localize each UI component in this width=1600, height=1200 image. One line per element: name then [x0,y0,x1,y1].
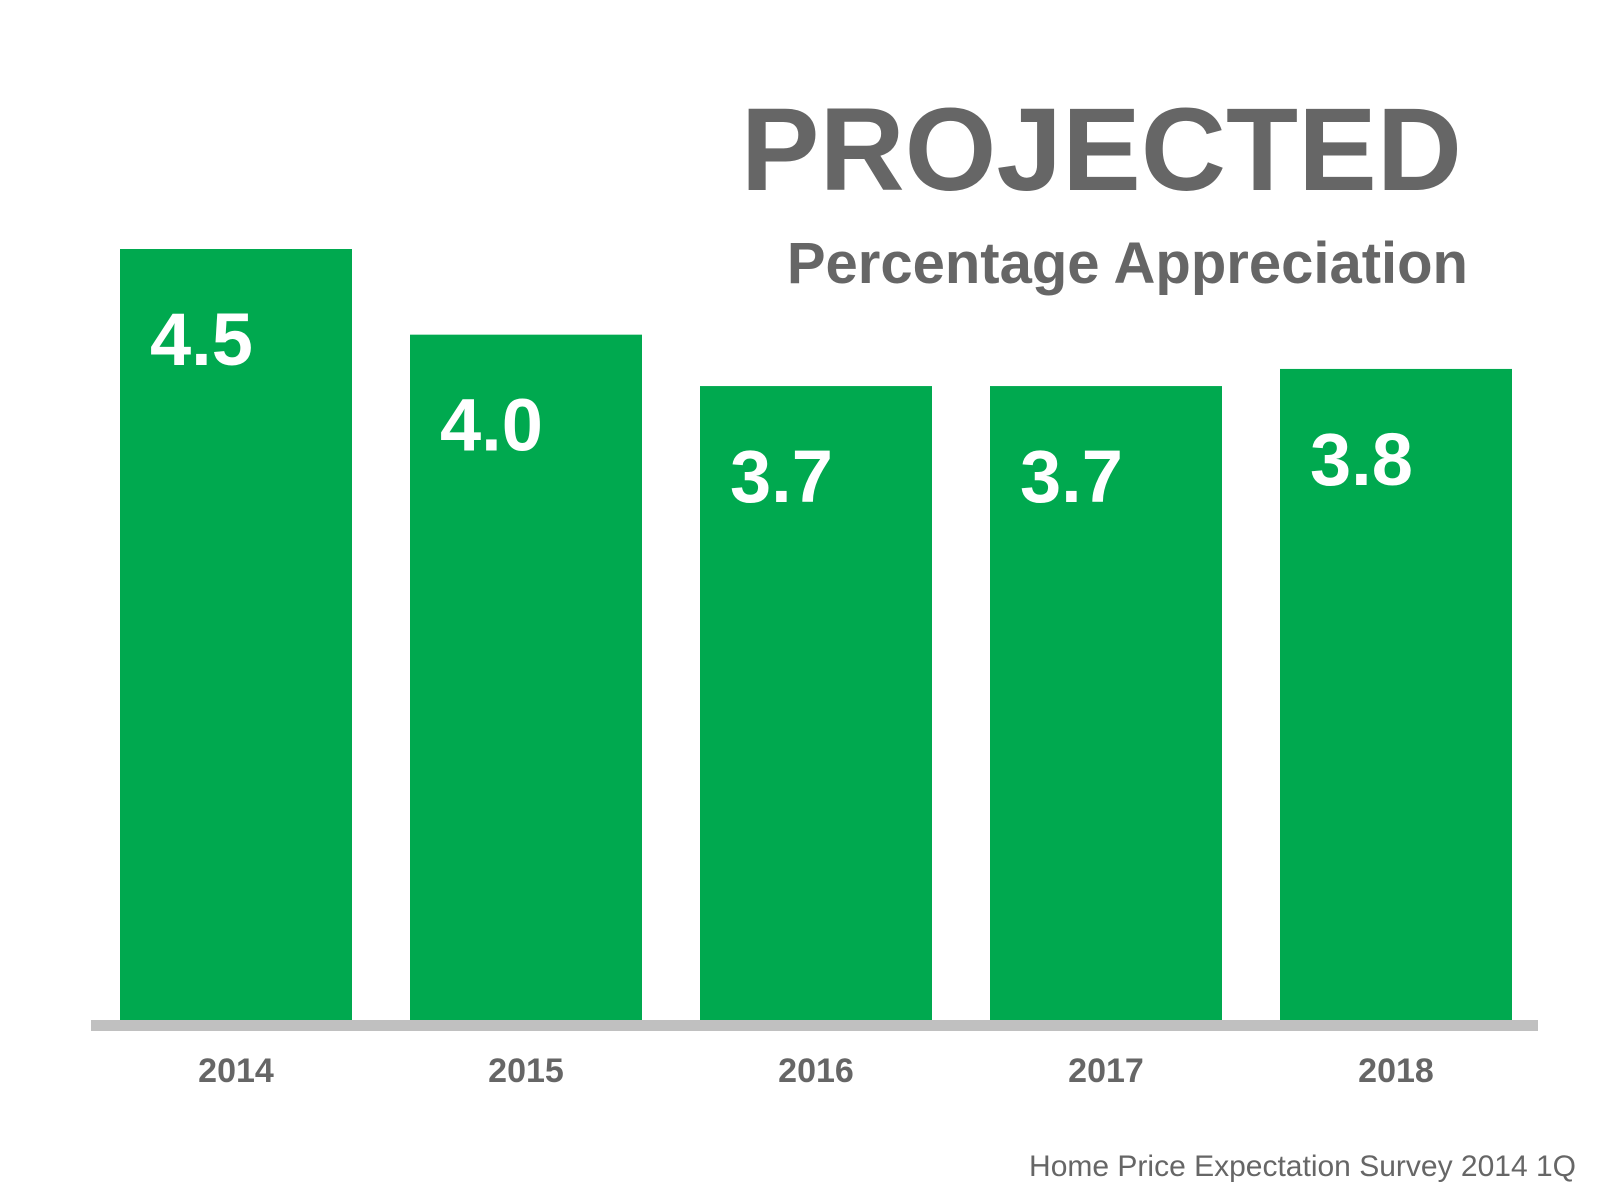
x-tick-2014: 2014 [198,1052,274,1090]
x-axis-baseline [91,1020,1538,1031]
value-label-2018: 3.8 [1310,418,1413,501]
x-tick-labels: 2014 2015 2016 2017 2018 [198,1052,1434,1090]
value-label-2016: 3.7 [730,435,833,518]
value-label-2015: 4.0 [440,384,543,467]
x-tick-2017: 2017 [1068,1052,1144,1090]
bar-2018 [1280,368,1512,1020]
value-label-2017: 3.7 [1020,435,1123,518]
bars-group: 4.5 4.0 3.7 3.7 3.8 [120,249,1512,1021]
value-label-2014: 4.5 [150,298,253,381]
chart-title: PROJECTED [741,84,1462,216]
bar-2015 [410,334,642,1021]
bar-2016 [700,386,932,1021]
source-note: Home Price Expectation Survey 2014 1Q [1029,1150,1576,1183]
chart-subtitle: Percentage Appreciation [787,231,1468,296]
x-tick-2018: 2018 [1358,1052,1434,1090]
x-tick-2016: 2016 [778,1052,854,1090]
bar-2014 [120,249,352,1020]
x-tick-2015: 2015 [488,1052,564,1090]
bar-2017 [990,386,1222,1021]
